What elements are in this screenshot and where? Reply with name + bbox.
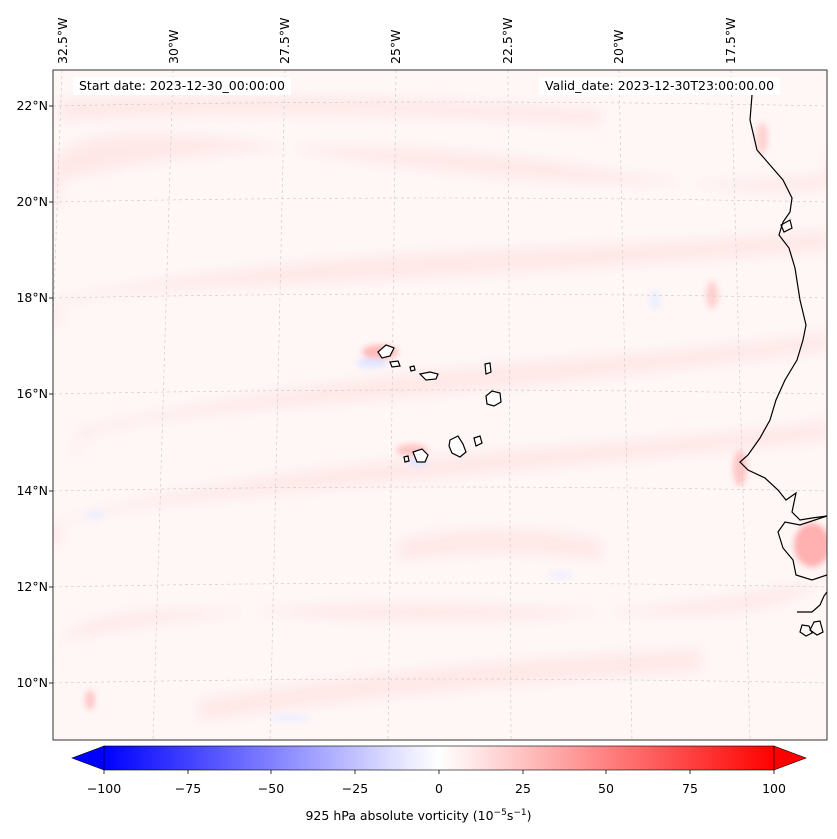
lon-label-17-5w: 17.5°W — [723, 17, 738, 64]
colorbar-body — [103, 745, 775, 771]
lon-label-32-5w: 32.5°W — [55, 17, 70, 64]
colorbar-label-main: 925 hPa absolute vorticity (10 — [305, 808, 494, 824]
colorbar-high-extend — [773, 745, 807, 771]
lat-label-18n: 18°N — [16, 290, 48, 305]
colorbar-tick-label: 0 — [435, 781, 443, 796]
lon-label-22-5w: 22.5°W — [500, 17, 515, 64]
valid-date-label: Valid_date: 2023-12-30T23:00:00.00 — [539, 77, 781, 95]
colorbar-tick-label: 25 — [515, 781, 531, 796]
colorbar-tick-label: −50 — [257, 781, 285, 796]
lat-label-12n: 12°N — [16, 579, 48, 594]
cape-verde-islands — [377, 344, 502, 463]
vorticity-streaks — [53, 96, 827, 720]
coastline — [739, 94, 827, 637]
colorbar-tick-label: −25 — [341, 781, 369, 796]
colorbar-ticks — [103, 770, 775, 774]
colorbar-label-unit: s — [506, 808, 514, 824]
gridlines — [53, 70, 827, 740]
lat-label-10n: 10°N — [16, 675, 48, 690]
colorbar-label-exponent-1: −5 — [493, 808, 507, 818]
lat-label-22n: 22°N — [16, 98, 48, 113]
lon-label-30w: 30°W — [166, 29, 181, 64]
vorticity-field — [53, 70, 827, 740]
lat-label-20n: 20°N — [16, 194, 48, 209]
colorbar-tick-label: 50 — [598, 781, 614, 796]
start-date-label: Start date: 2023-12-30_00:00:00 — [73, 77, 291, 95]
lon-label-20w: 20°W — [611, 29, 626, 64]
colorbar-label-exponent-2: −1 — [513, 808, 527, 818]
colorbar-label-end: ) — [526, 808, 532, 824]
lon-label-25w: 25°W — [388, 29, 403, 64]
colorbar-tick-label: 100 — [762, 781, 786, 796]
lon-label-27-5w: 27.5°W — [277, 17, 292, 64]
lat-label-16n: 16°N — [16, 386, 48, 401]
axis-ticks — [49, 105, 53, 684]
colorbar-low-extend — [71, 745, 105, 771]
lat-label-14n: 14°N — [16, 483, 48, 498]
colorbar-tick-label: −75 — [174, 781, 202, 796]
field-background — [53, 70, 827, 740]
colorbar-label: 925 hPa absolute vorticity (10−5s−1) — [0, 808, 837, 823]
colorbar-tick-label: 75 — [682, 781, 698, 796]
colorbar-tick-label: −100 — [86, 781, 122, 796]
colorbar — [71, 745, 807, 774]
map-frame — [52, 69, 828, 741]
